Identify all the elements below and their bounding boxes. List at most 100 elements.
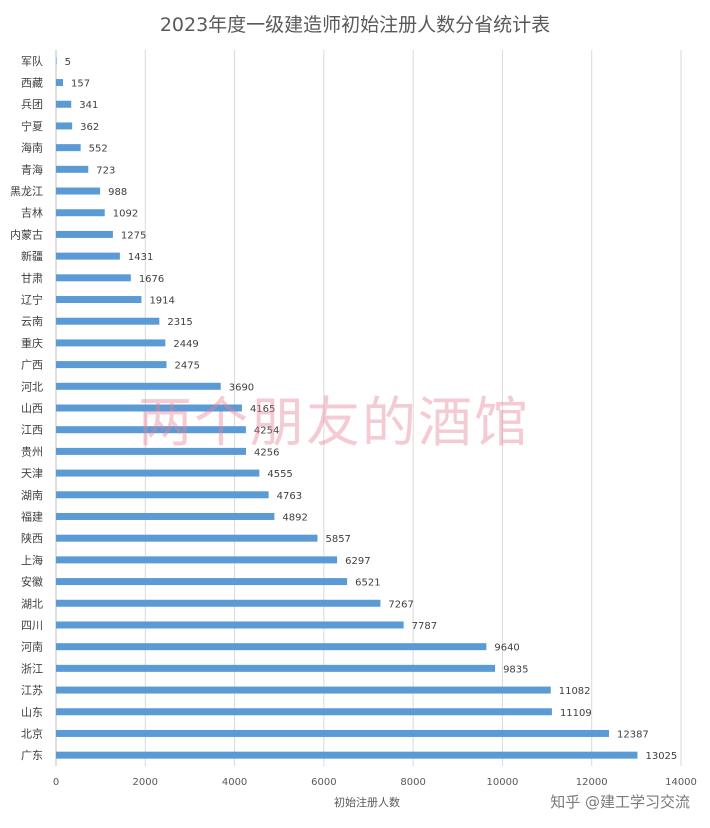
data-label: 362 (80, 122, 99, 133)
data-label: 5857 (325, 534, 350, 545)
data-label: 2449 (173, 339, 198, 350)
data-label: 9640 (494, 643, 519, 654)
data-label: 4165 (250, 404, 275, 415)
category-label: 安徽 (21, 575, 43, 589)
category-label: 福建 (21, 509, 43, 523)
bar (56, 621, 404, 629)
bar (56, 751, 638, 759)
bar (56, 339, 166, 347)
category-label: 黑龙江 (10, 185, 43, 198)
data-label: 4763 (277, 491, 302, 502)
data-label: 723 (96, 165, 115, 176)
category-label: 江苏 (21, 684, 43, 697)
data-label: 11109 (560, 708, 592, 719)
data-label: 552 (89, 144, 108, 155)
bar (56, 578, 348, 586)
data-label: 1431 (128, 252, 153, 263)
watermark-text: 两个朋友的酒馆 (138, 391, 530, 454)
category-label: 广西 (21, 359, 43, 372)
bar (56, 404, 242, 412)
data-label: 3690 (229, 382, 254, 393)
data-label: 12387 (617, 729, 649, 740)
x-tick-label: 14000 (665, 777, 697, 788)
data-label: 11082 (559, 686, 591, 697)
category-label: 甘肃 (21, 272, 43, 285)
x-tick-label: 8000 (400, 777, 425, 788)
bar (56, 187, 101, 195)
bar (56, 100, 72, 108)
bar (56, 491, 269, 499)
chart-title: 2023年度一级建造师初始注册人数分省统计表 (159, 14, 551, 36)
category-label: 广东 (21, 749, 43, 762)
x-tick-label: 4000 (222, 777, 247, 788)
category-label: 天津 (21, 467, 43, 480)
category-label: 贵州 (21, 445, 43, 458)
bars (56, 57, 638, 759)
category-label: 浙江 (21, 662, 43, 675)
data-label: 4254 (254, 426, 279, 437)
bar (56, 708, 552, 716)
category-label: 吉林 (21, 206, 43, 220)
bar (56, 686, 551, 694)
category-label: 江西 (21, 424, 43, 437)
bar (56, 252, 120, 260)
data-label: 7787 (412, 621, 437, 632)
bar (56, 599, 381, 607)
x-axis-ticks: 0 2000 4000 6000 8000 10000 12000 14000 (53, 777, 697, 788)
data-label: 4555 (267, 469, 292, 480)
category-label: 重庆 (21, 336, 43, 350)
category-label: 青海 (21, 162, 43, 176)
data-label: 2475 (174, 361, 199, 372)
data-label: 7267 (388, 599, 413, 610)
category-label: 新疆 (21, 249, 43, 263)
bar (56, 447, 246, 455)
data-label: 9835 (503, 664, 528, 675)
data-label: 6297 (345, 556, 370, 567)
bar (56, 426, 246, 434)
x-tick-label: 10000 (487, 777, 519, 788)
data-label: 1092 (113, 209, 138, 220)
bar (56, 512, 275, 520)
data-label: 1676 (139, 274, 164, 285)
data-label: 13025 (645, 751, 677, 762)
bar (56, 122, 73, 130)
bar (56, 274, 131, 282)
x-tick-label: 12000 (576, 777, 608, 788)
bar (56, 79, 64, 87)
category-label: 湖南 (21, 489, 43, 502)
category-label: 山西 (21, 402, 43, 415)
data-label: 1914 (149, 296, 174, 307)
category-label: 内蒙古 (10, 227, 43, 241)
bar (56, 469, 260, 477)
category-label: 海南 (21, 141, 43, 155)
data-label: 1275 (121, 230, 146, 241)
category-label: 西藏 (21, 77, 43, 90)
bar (56, 296, 142, 304)
x-tick-label: 0 (53, 777, 59, 788)
data-label: 157 (71, 79, 90, 90)
category-label: 云南 (21, 315, 43, 328)
category-labels: 军队西藏兵团宁夏海南青海黑龙江吉林内蒙古新疆甘肃辽宁云南重庆广西河北山西江西贵州… (10, 54, 43, 762)
bar (56, 534, 318, 542)
bar (56, 57, 57, 65)
category-label: 河北 (21, 380, 43, 393)
bar (56, 209, 105, 217)
category-label: 军队 (21, 54, 43, 68)
bar (56, 144, 81, 152)
data-label: 4256 (254, 447, 279, 458)
data-label: 341 (79, 100, 98, 111)
bar (56, 361, 167, 369)
bar (56, 729, 609, 737)
category-label: 北京 (21, 726, 43, 740)
data-label: 2315 (167, 317, 192, 328)
x-tick-label: 2000 (133, 777, 158, 788)
category-label: 湖北 (21, 597, 43, 610)
category-label: 辽宁 (21, 293, 43, 307)
source-credit: 知乎 @建工学习交流 (550, 793, 690, 811)
category-label: 兵团 (21, 98, 43, 111)
x-axis-title: 初始注册人数 (334, 795, 400, 809)
category-label: 河南 (21, 641, 43, 654)
bar (56, 382, 221, 390)
